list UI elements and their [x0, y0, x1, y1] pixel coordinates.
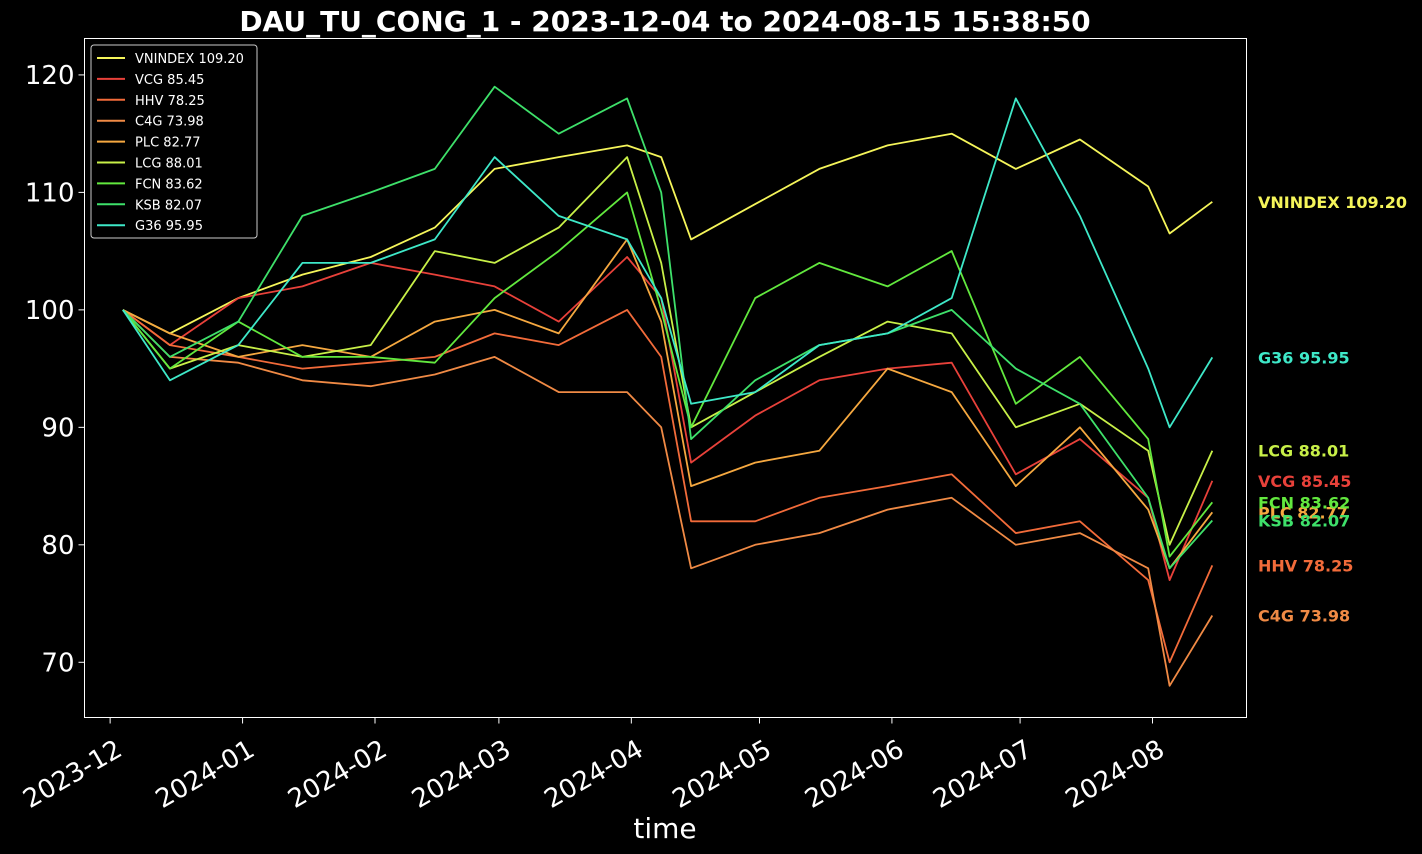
x-tick-label: 2024-08 — [1061, 734, 1170, 814]
y-tick-label: 100 — [25, 296, 75, 326]
series-line-plc — [122, 238, 1214, 570]
end-labels: VNINDEX 109.20 VCG 85.45 HHV 78.25 C4G 73.9… — [1258, 193, 1407, 626]
y-tick-label: 80 — [41, 531, 74, 561]
x-axis-label: time — [633, 812, 696, 845]
x-tick-label: 2024-06 — [800, 734, 909, 814]
x-tick-label: 2024-04 — [539, 734, 648, 814]
y-tick-label: 120 — [25, 61, 75, 91]
end-label-c4g: C4G 73.98 — [1258, 607, 1350, 626]
series-line-g36 — [122, 97, 1214, 429]
end-label-plc: PLC 82.77 — [1258, 503, 1348, 522]
series-line-c4g — [122, 309, 1214, 687]
y-tick-label: 110 — [25, 178, 75, 208]
series-line-lcg — [122, 156, 1214, 546]
legend-label-vcg: VCG 85.45 — [135, 73, 204, 88]
x-tick-label: 2023-12 — [18, 734, 127, 814]
y-axis: 70 80 90 100 110 120 — [25, 61, 85, 678]
end-label-fcn: FCN 83.62 — [1258, 493, 1350, 512]
series-line-fcn — [122, 191, 1214, 558]
series-line-ksb — [122, 85, 1213, 570]
series-layer — [122, 85, 1214, 687]
legend-label-c4g: C4G 73.98 — [135, 115, 204, 130]
x-tick-label: 2024-03 — [407, 734, 516, 814]
end-label-ksb: KSB 82.07 — [1258, 511, 1350, 530]
x-tick-label: 2024-07 — [928, 734, 1037, 814]
legend-label-g36: G36 95.95 — [135, 219, 203, 234]
chart-title: DAU_TU_CONG_1 - 2023-12-04 to 2024-08-15… — [239, 5, 1090, 38]
end-label-lcg: LCG 88.01 — [1258, 442, 1349, 461]
end-label-vcg: VCG 85.45 — [1258, 472, 1351, 491]
end-label-vnindex: VNINDEX 109.20 — [1258, 193, 1407, 212]
series-line-vnindex — [122, 132, 1213, 335]
legend-label-vnindex: VNINDEX 109.20 — [135, 52, 244, 67]
end-label-g36: G36 95.95 — [1258, 348, 1350, 367]
legend-label-hhv: HHV 78.25 — [135, 94, 205, 109]
legend: VNINDEX 109.20 VCG 85.45 HHV 78.25 C4G 73.9… — [90, 44, 258, 239]
legend-box — [90, 44, 258, 239]
legend-label-lcg: LCG 88.01 — [135, 157, 203, 172]
y-tick-label: 90 — [41, 413, 74, 443]
x-tick-label: 2024-01 — [151, 734, 260, 814]
legend-label-ksb: KSB 82.07 — [135, 198, 202, 213]
end-label-hhv: HHV 78.25 — [1258, 556, 1353, 575]
series-line-vcg — [122, 256, 1214, 581]
series-line-hhv — [122, 308, 1214, 664]
x-axis: 2023-12 2024-01 2024-02 2024-03 2024-04 2024-… — [18, 717, 1170, 815]
x-tick-label: 2024-02 — [283, 734, 392, 814]
legend-label-fcn: FCN 83.62 — [135, 177, 203, 192]
x-tick-label: 2024-05 — [668, 734, 777, 814]
legend-label-plc: PLC 82.77 — [135, 136, 201, 151]
y-tick-label: 70 — [41, 648, 74, 678]
